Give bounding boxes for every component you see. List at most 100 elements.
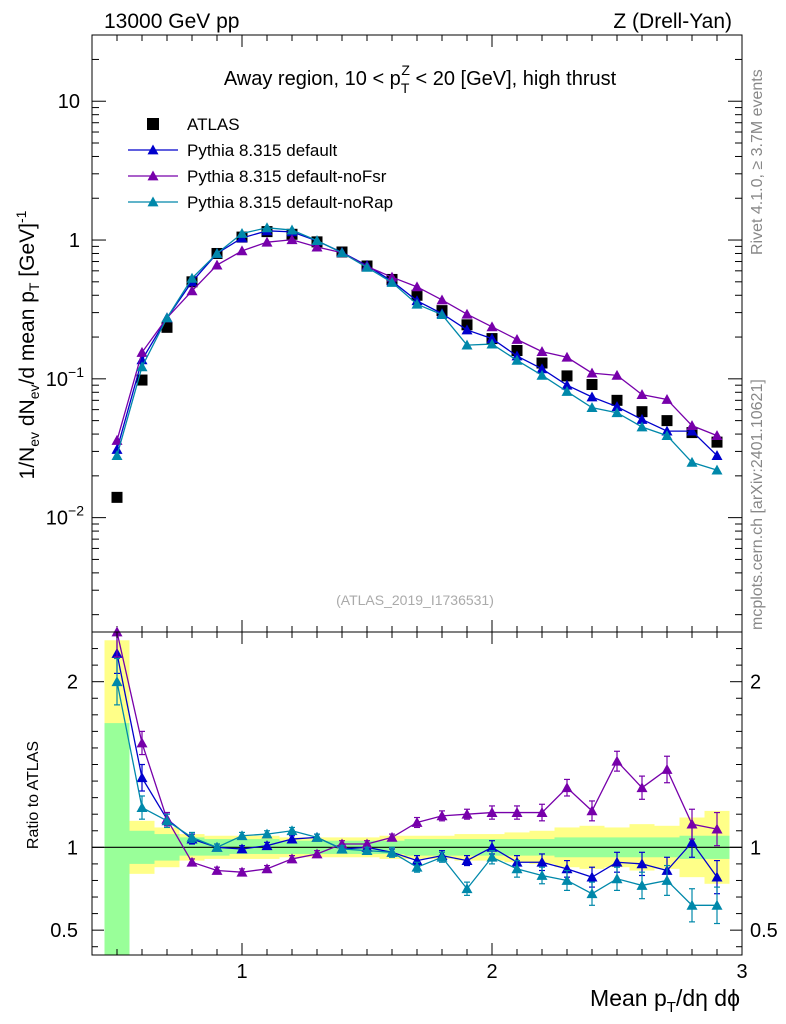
point-noRap [261,222,273,233]
main-panel: 10−2 10−1 1 10 Away region, 10 < pTZ < 20 [… [46,34,743,633]
x-tick-label: 2 [486,961,497,983]
point-default [561,379,573,390]
ratio-point-default [686,836,698,847]
ratio-point-noFsr [386,831,398,842]
legend-marker-atlas [147,118,159,130]
point-noRap [636,421,648,432]
point-noFsr [236,245,248,256]
point-noRap [186,272,198,283]
ratio-point-noFsr [461,808,473,819]
point-noRap [536,369,548,380]
ratio-frame [91,631,743,956]
ratio-point-noRap [461,883,473,894]
ratio-point-noRap [136,802,148,812]
ratio-point-noFsr [536,807,548,817]
ratio-point-noRap [161,815,173,826]
ratio-point-noRap [711,899,723,910]
panel-title-main: Away region, 10 < p [224,68,401,90]
point-noRap [461,339,473,350]
point-default [611,401,623,412]
legend-label-noFsr: Pythia 8.315 default-noFsr [187,167,387,186]
point-noFsr [136,346,148,357]
y-tick-label-ratio-left: 0.5 [50,920,78,942]
legend: ATLAS Pythia 8.315 default Pythia 8.315 de… [128,115,393,212]
point-default [686,425,698,436]
point-noFsr [186,285,198,296]
y-axis-label-ratio: Ratio to ATLAS [25,741,42,849]
ratio-point-noRap [686,899,698,910]
point-noRap [561,386,573,396]
ratio-point-noRap [436,851,448,862]
y-tick-label-ratio-left: 2 [67,672,78,694]
point-noFsr [636,389,648,399]
point-default [111,443,123,454]
ratio-point-noFsr [286,853,298,864]
ratio-point-noRap [586,888,598,899]
ratio-point-noRap [111,676,123,687]
ratio-point-default [586,871,598,882]
ratio-point-noRap [386,846,398,857]
ratio-point-noFsr [211,865,223,875]
ratio-point-noRap [511,863,523,874]
panel-title: Away region, 10 < pTZ < 20 [GeV], high t… [224,62,617,96]
ratio-point-noRap [486,851,498,862]
ratio-point-noRap [261,828,273,839]
ratio-point-noRap [311,831,323,842]
ratio-point-noFsr [411,816,423,827]
header-left: 13000 GeV pp [104,10,239,33]
point-noRap [236,227,248,238]
ratio-point-noRap [661,874,673,885]
ratio-point-noFsr [311,848,323,859]
point-noRap [436,309,448,320]
ratio-point-noFsr [136,737,148,748]
legend-marker-default [147,144,159,155]
data-point-atlas [561,370,573,382]
band-green-bin [104,723,130,955]
ratio-point-noRap [361,845,373,856]
ratio-point-default [636,858,648,869]
point-noRap [511,354,523,365]
point-noFsr [211,259,223,270]
point-noRap [286,224,298,235]
panel-title-end: < 20 [GeV], high thrust [410,68,617,90]
data-point-atlas [161,321,173,333]
panel-title-sup: Z [401,62,410,78]
legend-label-default: Pythia 8.315 default [187,141,338,160]
data-point-atlas [586,379,598,391]
data-point-atlas [111,491,123,503]
point-noRap [111,450,123,460]
point-default [636,413,648,424]
ratio-point-default [261,840,273,851]
ratio-point-noRap [411,861,423,872]
y-tick-label-ratio-right: 1 [750,837,761,859]
ratio-point-default [711,871,723,882]
legend-label-noRap: Pythia 8.315 default-noRap [187,193,393,212]
analysis-label: (ATLAS_2019_I1736531) [336,592,494,608]
point-noRap [161,312,173,323]
ratio-point-noFsr [186,856,198,867]
point-noFsr [111,434,123,445]
point-noFsr [486,321,498,332]
point-noRap [686,456,698,467]
point-noFsr [436,294,448,305]
ratio-point-noFsr [361,838,373,849]
point-default [586,391,598,402]
point-default [461,324,473,335]
y-tick-label-main: 1 [69,230,80,252]
point-noFsr [686,420,698,431]
point-noRap [486,338,498,349]
ratio-point-noFsr [236,866,248,877]
y-tick-label-ratio-right: 0.5 [750,920,778,942]
point-noRap [586,402,598,413]
point-noFsr [711,430,723,440]
legend-label-data: ATLAS [187,115,240,134]
ratio-point-noRap [236,830,248,841]
ratio-point-default [536,856,548,867]
point-noRap [136,361,148,372]
y-axis-label-main: 1/Nev dNev/d mean pT [GeV]-1 [13,210,42,479]
data-point-atlas [711,436,723,448]
point-noRap [386,276,398,287]
point-noFsr [411,281,423,292]
point-noRap [311,235,323,246]
point-noFsr [661,393,673,404]
